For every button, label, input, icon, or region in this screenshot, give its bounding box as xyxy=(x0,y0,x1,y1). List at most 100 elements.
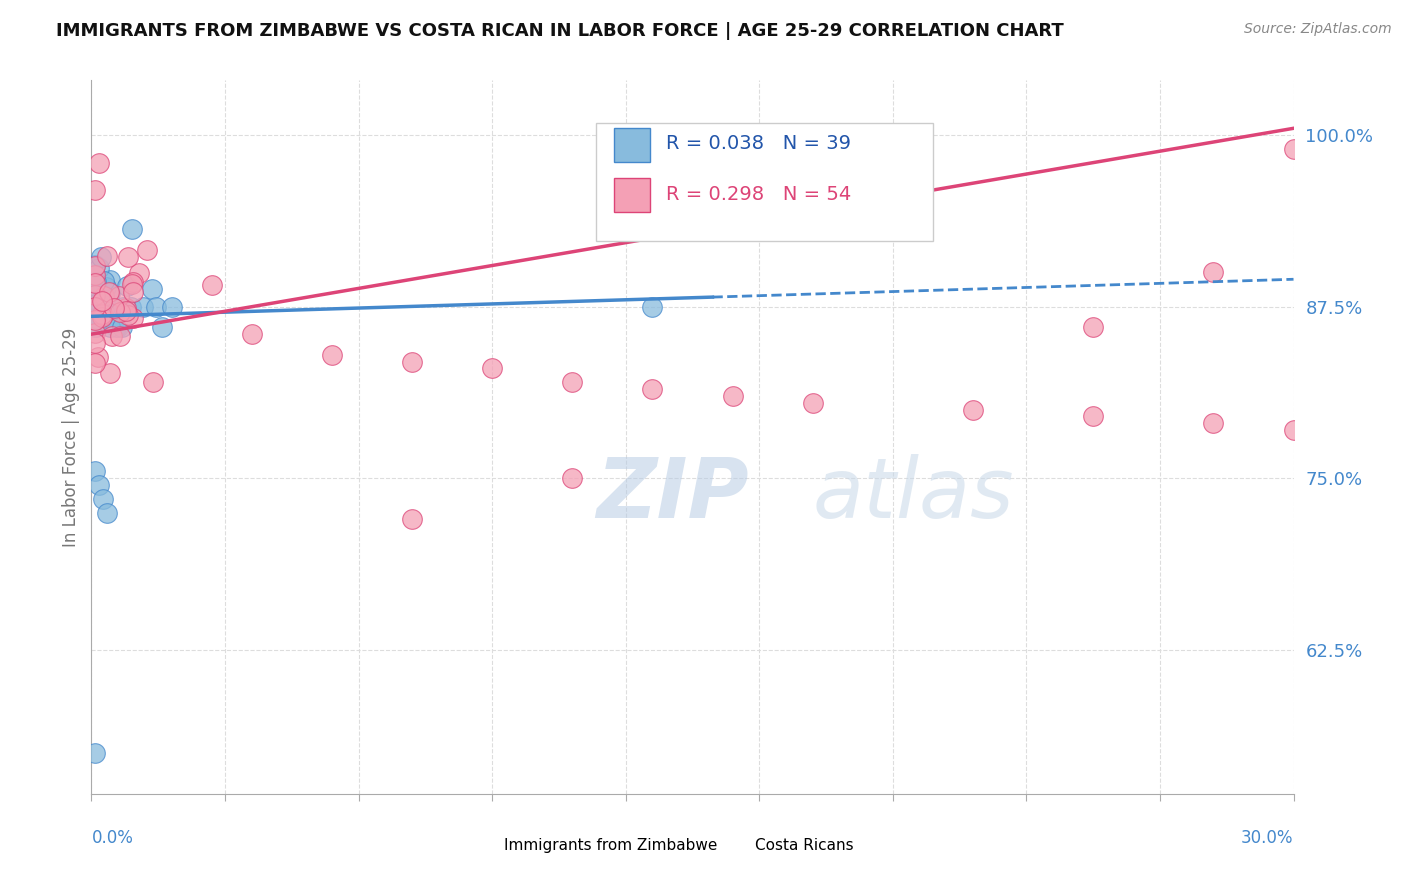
Point xyxy=(121,285,143,300)
Point xyxy=(86,350,108,364)
Point xyxy=(121,277,143,292)
Point xyxy=(98,320,121,334)
Y-axis label: In Labor Force | Age 25-29: In Labor Force | Age 25-29 xyxy=(62,327,80,547)
Point xyxy=(321,348,343,362)
Point xyxy=(132,300,155,314)
Point xyxy=(401,354,423,368)
Point xyxy=(142,375,165,389)
Text: 0.0%: 0.0% xyxy=(91,829,134,847)
Point xyxy=(136,243,159,257)
Point xyxy=(962,402,984,417)
Point xyxy=(105,320,128,334)
Text: ZIP: ZIP xyxy=(596,454,749,534)
FancyBboxPatch shape xyxy=(614,178,651,212)
Point xyxy=(1202,265,1225,279)
Point xyxy=(101,328,124,343)
Point xyxy=(90,250,112,264)
Point xyxy=(84,310,107,325)
FancyBboxPatch shape xyxy=(614,128,651,162)
Point xyxy=(111,320,134,334)
Point xyxy=(84,183,107,197)
Point xyxy=(150,320,173,334)
Text: Immigrants from Zimbabwe: Immigrants from Zimbabwe xyxy=(503,838,717,854)
Point xyxy=(84,320,107,334)
Point xyxy=(112,300,135,314)
Point xyxy=(96,506,118,520)
Point xyxy=(91,309,114,323)
Point xyxy=(93,491,115,506)
Point xyxy=(84,320,107,334)
Point xyxy=(98,286,121,301)
Point xyxy=(100,366,122,380)
FancyBboxPatch shape xyxy=(596,123,934,241)
Point xyxy=(145,300,167,314)
Point xyxy=(84,312,107,326)
Point xyxy=(84,276,107,290)
Point xyxy=(84,288,107,302)
Point xyxy=(84,260,107,274)
Point xyxy=(84,464,107,478)
Point xyxy=(89,155,111,169)
Point xyxy=(93,289,115,303)
Text: atlas: atlas xyxy=(813,454,1014,534)
Point xyxy=(98,273,121,287)
Point xyxy=(1083,320,1105,334)
Point xyxy=(107,289,129,303)
Point xyxy=(240,327,263,342)
Point xyxy=(84,326,107,340)
Point xyxy=(84,258,107,272)
Point xyxy=(84,275,107,289)
Point xyxy=(84,746,107,760)
Point xyxy=(87,296,110,310)
FancyBboxPatch shape xyxy=(461,831,494,862)
FancyBboxPatch shape xyxy=(714,831,747,862)
Point xyxy=(108,305,131,319)
Point xyxy=(561,471,583,485)
Point xyxy=(91,294,114,309)
Point xyxy=(84,356,107,370)
Text: 30.0%: 30.0% xyxy=(1241,829,1294,847)
Point xyxy=(90,307,112,321)
Point xyxy=(160,300,183,314)
Point xyxy=(121,222,143,236)
Point xyxy=(561,375,583,389)
Point xyxy=(91,310,114,325)
Point xyxy=(1083,409,1105,424)
Point xyxy=(1282,142,1305,156)
Point xyxy=(108,329,131,343)
Point xyxy=(801,396,824,410)
Point xyxy=(84,335,107,350)
Point xyxy=(141,282,163,296)
Point xyxy=(1282,423,1305,437)
Point xyxy=(121,300,143,314)
Point xyxy=(98,285,121,299)
Text: R = 0.298   N = 54: R = 0.298 N = 54 xyxy=(666,185,851,204)
Text: Costa Ricans: Costa Ricans xyxy=(755,838,853,854)
Point xyxy=(87,260,110,275)
Point xyxy=(115,303,138,318)
Text: Source: ZipAtlas.com: Source: ZipAtlas.com xyxy=(1244,22,1392,37)
Point xyxy=(96,280,118,294)
Point xyxy=(128,266,150,280)
Point xyxy=(117,308,139,322)
Text: R = 0.038   N = 39: R = 0.038 N = 39 xyxy=(666,134,851,153)
Point xyxy=(84,279,107,293)
Point xyxy=(89,478,111,492)
Point xyxy=(103,301,125,316)
Point xyxy=(114,301,136,315)
Point xyxy=(84,300,107,314)
Point xyxy=(115,278,138,293)
Point xyxy=(481,361,503,376)
Point xyxy=(93,274,115,288)
Point xyxy=(641,382,664,396)
Point xyxy=(401,512,423,526)
Point xyxy=(84,307,107,321)
Point xyxy=(84,307,107,321)
Text: IMMIGRANTS FROM ZIMBABWE VS COSTA RICAN IN LABOR FORCE | AGE 25-29 CORRELATION C: IMMIGRANTS FROM ZIMBABWE VS COSTA RICAN … xyxy=(56,22,1064,40)
Point xyxy=(84,268,107,282)
Point xyxy=(91,290,114,304)
Point xyxy=(721,389,744,403)
Point xyxy=(90,304,112,318)
Point xyxy=(107,320,129,334)
Point xyxy=(84,296,107,310)
